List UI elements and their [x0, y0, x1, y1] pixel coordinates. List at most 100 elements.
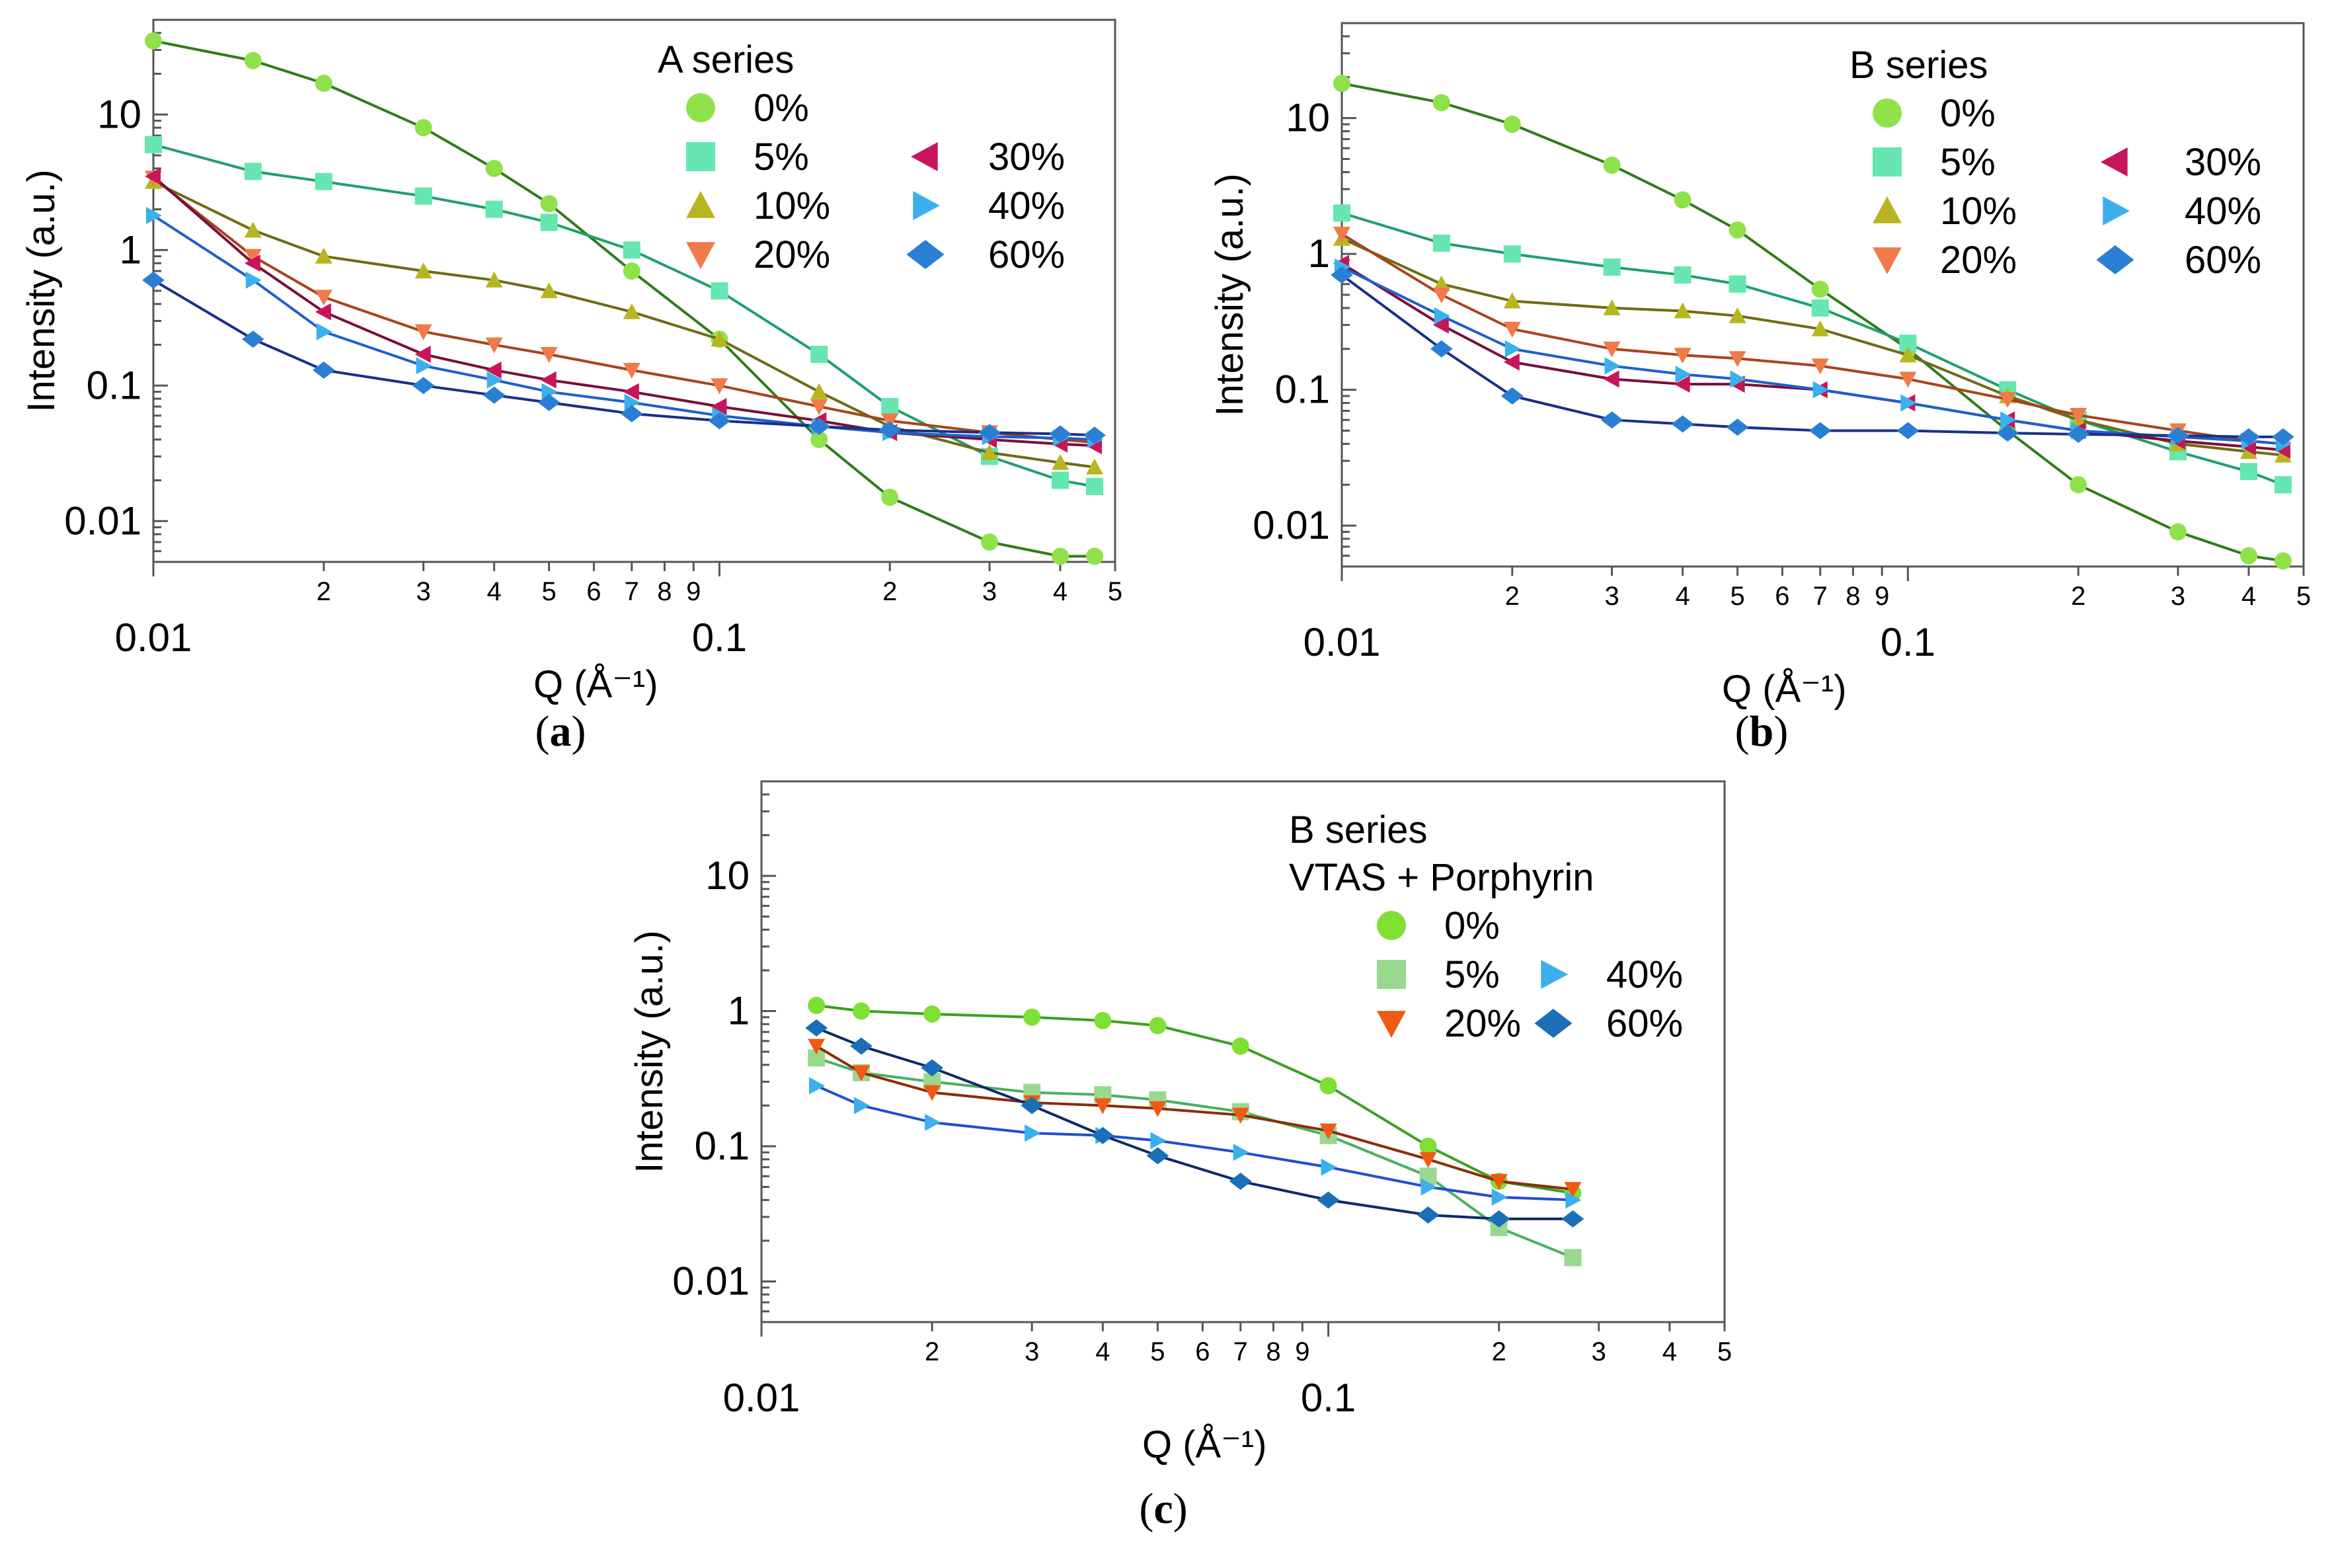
data-point	[312, 361, 335, 379]
data-point	[1811, 320, 1829, 336]
x-major-tick-label: 0.1	[1881, 620, 1935, 664]
data-point	[1503, 321, 1521, 338]
x-major-tick-label: 0.1	[1301, 1376, 1356, 1420]
data-point	[623, 262, 641, 280]
data-point	[244, 221, 262, 238]
data-point	[809, 1077, 826, 1095]
data-point	[145, 136, 162, 153]
data-point	[853, 1097, 871, 1115]
data-point	[315, 247, 332, 264]
data-point	[1674, 348, 1691, 364]
data-point	[1812, 381, 1829, 399]
data-point	[623, 303, 641, 319]
x-minor-tick-label: 6	[1195, 1337, 1210, 1366]
legend-label: 5%	[1444, 953, 1500, 996]
data-point	[1052, 453, 1069, 470]
data-point	[881, 398, 899, 416]
data-point	[881, 489, 899, 506]
data-point	[485, 271, 503, 288]
x-minor-tick-label: 7	[625, 577, 639, 606]
panel-label: (c)	[1139, 1485, 1187, 1533]
data-point	[315, 290, 332, 306]
data-point	[1091, 1126, 1114, 1144]
data-point	[620, 405, 643, 422]
data-point	[808, 996, 826, 1014]
data-point	[483, 386, 506, 404]
legend-marker	[1873, 147, 1902, 176]
legend-label: 60%	[2185, 239, 2261, 282]
legend-label: 60%	[988, 233, 1065, 276]
data-point	[1432, 94, 1450, 112]
legend-marker	[1541, 960, 1568, 989]
data-point	[1052, 547, 1069, 565]
series-0%	[145, 32, 1103, 565]
legend-title: A series	[658, 38, 794, 81]
data-point	[315, 303, 331, 321]
data-point	[414, 346, 431, 364]
data-point	[1317, 1191, 1340, 1209]
x-minor-tick-label: 3	[1025, 1337, 1039, 1366]
data-point	[485, 361, 502, 379]
x-minor-tick-label: 5	[1717, 1337, 1732, 1366]
legend-label: 10%	[754, 184, 830, 227]
legend-marker	[2096, 245, 2134, 274]
data-point	[1432, 287, 1450, 303]
data-point	[1503, 245, 1521, 263]
data-point	[1564, 1182, 1582, 1198]
legend-marker	[1377, 911, 1406, 940]
y-tick-label: 0.1	[1275, 368, 1330, 412]
data-point	[1674, 266, 1691, 284]
data-point	[316, 323, 332, 340]
legend-label: 20%	[754, 233, 830, 276]
data-point	[853, 1065, 871, 1081]
y-axis-label: Intensity (a.u.)	[1208, 173, 1251, 416]
data-point	[1420, 1178, 1437, 1196]
data-point	[1564, 1249, 1582, 1267]
data-point	[1603, 258, 1621, 276]
data-point	[810, 383, 828, 399]
data-point	[540, 346, 558, 364]
panel-label: (a)	[535, 707, 586, 756]
data-point	[1603, 299, 1621, 315]
data-point	[2240, 547, 2258, 565]
data-point	[1603, 156, 1621, 174]
y-tick-label: 0.01	[64, 498, 141, 543]
data-point	[2240, 463, 2258, 481]
data-point	[1021, 1097, 1044, 1115]
data-point	[1900, 394, 1917, 412]
data-point	[1231, 1037, 1249, 1055]
data-point	[1333, 204, 1350, 222]
legend-title: B series	[1849, 44, 1988, 87]
x-minor-tick-label: 8	[1846, 582, 1860, 611]
y-tick-label: 0.1	[695, 1124, 750, 1168]
data-point	[1600, 411, 1623, 429]
data-point	[541, 383, 558, 401]
legend-marker	[686, 93, 715, 122]
data-point	[540, 195, 558, 213]
x-major-tick-label: 0.01	[723, 1376, 800, 1420]
data-point	[1729, 351, 1746, 368]
data-point	[537, 393, 561, 411]
legend-marker	[1377, 1011, 1406, 1038]
x-minor-tick-label: 2	[1505, 582, 1520, 611]
x-minor-tick-label: 3	[1604, 582, 1619, 611]
data-point	[414, 324, 432, 340]
data-point	[981, 533, 999, 551]
legend-marker	[686, 142, 715, 171]
data-point	[850, 1037, 873, 1055]
data-point	[1729, 221, 1746, 239]
data-point	[1674, 302, 1691, 319]
data-point	[1503, 292, 1521, 309]
data-point	[623, 362, 641, 379]
series-10%	[1333, 229, 2292, 463]
y-tick-label: 0.1	[87, 363, 141, 407]
series-5%	[808, 1049, 1582, 1267]
x-minor-tick-label: 5	[2296, 582, 2311, 611]
data-point	[145, 206, 162, 224]
x-minor-tick-label: 5	[1108, 577, 1122, 606]
legend-marker	[1873, 247, 1902, 274]
data-point	[1146, 1147, 1169, 1165]
legend-marker	[2103, 196, 2130, 225]
data-point	[145, 32, 162, 50]
